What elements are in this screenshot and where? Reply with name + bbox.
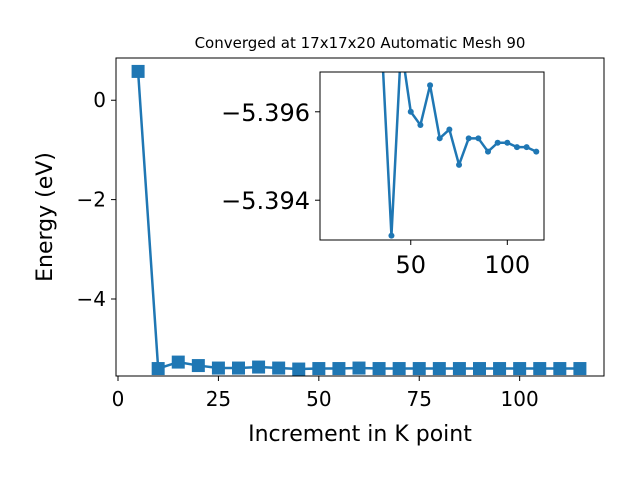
main-data-point bbox=[472, 362, 486, 376]
y-axis-label: Energy (eV) bbox=[33, 152, 58, 282]
main-data-point bbox=[292, 362, 306, 376]
main-y-tick-label: −4 bbox=[77, 287, 106, 311]
inset-data-point bbox=[533, 148, 540, 155]
main-data-point bbox=[513, 362, 527, 376]
inset-data-point bbox=[504, 139, 511, 146]
main-y-tick-label: 0 bbox=[93, 88, 106, 112]
inset-x-ticks: 50 100 bbox=[395, 240, 530, 279]
main-data-point bbox=[272, 361, 286, 375]
inset-data-point bbox=[513, 144, 520, 151]
main-data-point bbox=[232, 361, 246, 375]
inset-plot-frame bbox=[319, 71, 545, 241]
main-y-tick-label: −2 bbox=[77, 188, 106, 212]
main-data-point bbox=[191, 359, 205, 373]
inset-data-point bbox=[407, 108, 414, 115]
main-data-point bbox=[493, 362, 507, 376]
inset-data-point bbox=[388, 232, 395, 239]
inset-data-point bbox=[456, 161, 463, 168]
main-x-ticks: 0 25 50 75 100 bbox=[112, 376, 539, 411]
main-data-point bbox=[312, 362, 326, 376]
main-data-point bbox=[452, 362, 466, 376]
main-x-tick-label: 25 bbox=[206, 387, 231, 411]
main-series bbox=[131, 64, 587, 376]
inset-data-point bbox=[446, 126, 453, 133]
inset-data-point bbox=[427, 82, 434, 89]
main-plot: Converged at 17x17x20 Automatic Mesh 90 … bbox=[33, 34, 605, 447]
main-x-tick-label: 0 bbox=[112, 387, 125, 411]
main-data-point bbox=[533, 362, 547, 376]
inset-data-point bbox=[417, 122, 424, 129]
main-data-point bbox=[553, 362, 567, 376]
main-data-point bbox=[432, 362, 446, 376]
main-x-tick-label: 50 bbox=[306, 387, 331, 411]
main-data-point bbox=[211, 361, 225, 375]
inset-x-tick-label: 50 bbox=[395, 251, 426, 279]
main-data-point bbox=[412, 362, 426, 376]
main-data-point bbox=[171, 355, 185, 369]
inset-data-point bbox=[436, 135, 443, 142]
inset-y-tick-label: −5.394 bbox=[221, 187, 310, 215]
main-series-group bbox=[131, 64, 587, 376]
main-data-point bbox=[352, 361, 366, 375]
main-data-point bbox=[392, 362, 406, 376]
chart-title: Converged at 17x17x20 Automatic Mesh 90 bbox=[195, 34, 526, 52]
inset-y-tick-label: −5.396 bbox=[221, 99, 310, 127]
inset-data-point bbox=[494, 139, 501, 146]
inset-data-point bbox=[523, 144, 530, 151]
inset-data-point bbox=[475, 135, 482, 142]
inset-x-tick-label: 100 bbox=[484, 251, 530, 279]
main-data-point bbox=[252, 360, 266, 374]
main-y-ticks: 0 −2 −4 bbox=[77, 88, 116, 311]
main-x-tick-label: 100 bbox=[501, 387, 539, 411]
inset-plot: 50 100 −5.396 −5.394 bbox=[221, 71, 545, 279]
main-data-point bbox=[131, 64, 145, 78]
main-data-point bbox=[332, 362, 346, 376]
inset-data-point bbox=[465, 135, 472, 142]
inset-data-point bbox=[485, 148, 491, 155]
main-data-point bbox=[573, 362, 587, 376]
main-plot-frame bbox=[115, 57, 605, 377]
inset-y-ticks: −5.396 −5.394 bbox=[221, 99, 320, 215]
inset-series-group bbox=[381, 72, 540, 239]
main-x-tick-label: 75 bbox=[407, 387, 432, 411]
inset-series bbox=[381, 72, 540, 239]
main-data-point bbox=[151, 362, 165, 376]
main-data-point bbox=[372, 362, 386, 376]
x-axis-label: Increment in K point bbox=[248, 422, 472, 447]
